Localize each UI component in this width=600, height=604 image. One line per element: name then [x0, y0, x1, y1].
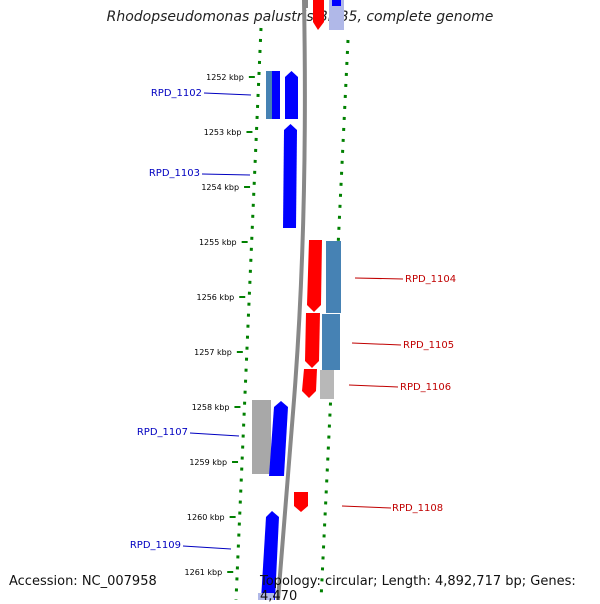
kbp-tick-label: 1260 kbp: [187, 513, 225, 522]
gene-rpd-1102-shape[interactable]: [266, 71, 298, 119]
kbp-tick-label: 1259 kbp: [189, 458, 227, 467]
genome-backbone: [276, 0, 307, 600]
gene-label-rpd-1105[interactable]: RPD_1105: [403, 340, 454, 351]
gene-rpd-1108-shape[interactable]: [294, 492, 308, 512]
gene-label-rpd-1102[interactable]: RPD_1102: [151, 88, 202, 99]
kbp-tick-label: 1255 kbp: [199, 238, 237, 247]
gene-rpd-1103-shape[interactable]: [283, 124, 297, 228]
gene-label-rpd-1104[interactable]: RPD_1104: [405, 274, 456, 285]
gene-label-rpd-1109[interactable]: RPD_1109: [130, 540, 181, 551]
gene-rpd-1107-shape[interactable]: [252, 400, 288, 476]
accession-text: Accession: NC_007958: [9, 574, 157, 589]
kbp-tick-label: 1254 kbp: [201, 183, 239, 192]
kbp-tick-label: 1257 kbp: [194, 348, 232, 357]
gene-rpd-1104-shape[interactable]: [307, 240, 341, 313]
gene-label-rpd-1103[interactable]: RPD_1103: [149, 168, 200, 179]
gene-rpd-1106-shape[interactable]: [302, 369, 334, 399]
kbp-tick-label: 1256 kbp: [197, 293, 235, 302]
kbp-tick-label: 1261 kbp: [185, 568, 223, 577]
gene-rpd-1105-shape[interactable]: [305, 313, 340, 370]
left-dotted-track: [234, 27, 263, 600]
gene-label-rpd-1107[interactable]: RPD_1107: [137, 427, 188, 438]
gene-rpd-1109-shape[interactable]: [258, 511, 279, 600]
gene-label-rpd-1108[interactable]: RPD_1108: [392, 503, 443, 514]
gene-label-rpd-1106[interactable]: RPD_1106: [400, 382, 451, 393]
top-partial-features: [303, 0, 344, 30]
kbp-tick-label: 1253 kbp: [204, 128, 242, 137]
kbp-ticks: 1252 kbp 1253 kbp 1254 kbp 1255 kbp 1256 kbp…: [185, 73, 255, 577]
kbp-tick-label: 1252 kbp: [206, 73, 244, 82]
gene-label-leaders: [182, 92, 404, 550]
kbp-tick-label: 1258 kbp: [192, 403, 230, 412]
genome-title: Rhodopseudomonas palustris BisB5, comple…: [106, 9, 494, 25]
